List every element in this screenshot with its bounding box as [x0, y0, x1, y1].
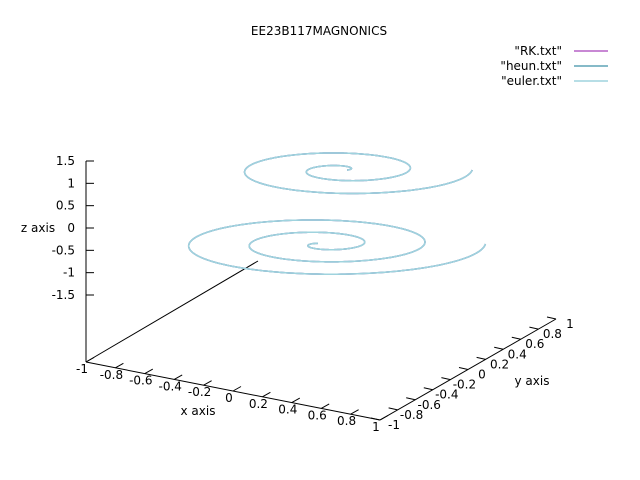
y-tick-mark [370, 417, 381, 421]
y-tick-mark [529, 326, 539, 330]
series-layer [187, 152, 487, 275]
x-tick-label: 0.6 [308, 408, 327, 422]
x-tick-label: 0.2 [249, 397, 268, 411]
x-tick-mark [115, 362, 124, 369]
z-tick-label: 1.5 [56, 154, 75, 168]
series-line [187, 219, 487, 275]
y-tick-label: 0 [478, 368, 486, 382]
series-2 [187, 152, 487, 275]
x-tick-mark [350, 409, 359, 415]
axes: -1 -0.8 -0.6 -0.4 -0.2 0 0.2 0.4 0.6 0.8 1 -1-0.8-0… [52, 154, 574, 434]
z-tick-label: 1 [67, 176, 75, 190]
chart-title: EE23B117MAGNONICS [251, 24, 387, 38]
y-tick-mark [458, 367, 469, 370]
x-tick-label: -0.8 [100, 368, 123, 382]
x-tick-label: -0.6 [129, 374, 152, 388]
y-tick-label: 0.2 [490, 357, 509, 371]
x-tick-mark [291, 397, 301, 404]
y-tick-label: -0.2 [453, 378, 476, 392]
z-tick-label: -0.5 [52, 243, 75, 257]
series-0 [187, 152, 487, 275]
y-tick-mark [494, 346, 504, 350]
x-tick-label: 1 [372, 420, 380, 434]
y-tick-label: 1 [566, 317, 574, 331]
x-tick-mark [320, 403, 330, 409]
back-left-edge [85, 260, 259, 363]
x-tick-label: -0.4 [158, 379, 181, 393]
y-tick-label: -0.4 [435, 388, 458, 402]
x-tick-label: 0 [225, 391, 233, 405]
x-tick-mark [379, 415, 389, 421]
z-axis-label: z axis [21, 221, 55, 235]
z-tick-label: -1.5 [52, 288, 75, 302]
y-tick-label: 0.4 [508, 347, 527, 361]
legend-label: "euler.txt" [501, 74, 562, 88]
y-tick-mark [441, 377, 451, 381]
y-tick-mark [388, 407, 398, 411]
x-tick-label: -1 [76, 362, 88, 376]
z-tick-label: 0.5 [56, 199, 75, 213]
x-tick-label: 0.8 [337, 414, 356, 428]
y-tick-label: 0.6 [525, 337, 544, 351]
x-tick-label: -0.2 [188, 385, 211, 399]
z-tick-label: -1 [63, 266, 75, 280]
series-1 [187, 152, 487, 275]
legend-label: "RK.txt" [514, 44, 562, 58]
x-axis-label: x axis [181, 404, 216, 418]
x-tick-mark [173, 374, 183, 380]
y-tick-mark [546, 316, 557, 320]
legend: "RK.txt""heun.txt""euler.txt" [500, 44, 608, 88]
y-tick-mark [423, 387, 433, 391]
x-tick-mark [85, 357, 95, 363]
x-tick-mark [144, 368, 154, 375]
x-tick-mark [262, 391, 271, 398]
y-tick-label: -0.6 [417, 398, 440, 412]
legend-label: "heun.txt" [500, 59, 562, 73]
y-tick-label: -1 [388, 418, 400, 432]
x-tick-label: 0.4 [278, 403, 297, 417]
y-tick-label: 0.8 [543, 327, 562, 341]
y-tick-mark [406, 397, 416, 401]
y-tick-mark [476, 356, 486, 360]
x-tick-mark [203, 380, 212, 386]
y-axis-label: y axis [515, 374, 550, 388]
y-tick-label: -0.8 [400, 408, 423, 422]
series-line [243, 152, 473, 195]
x-tick-mark [232, 386, 242, 392]
y-tick-mark [511, 336, 521, 340]
z-tick-label: 0 [67, 221, 75, 235]
